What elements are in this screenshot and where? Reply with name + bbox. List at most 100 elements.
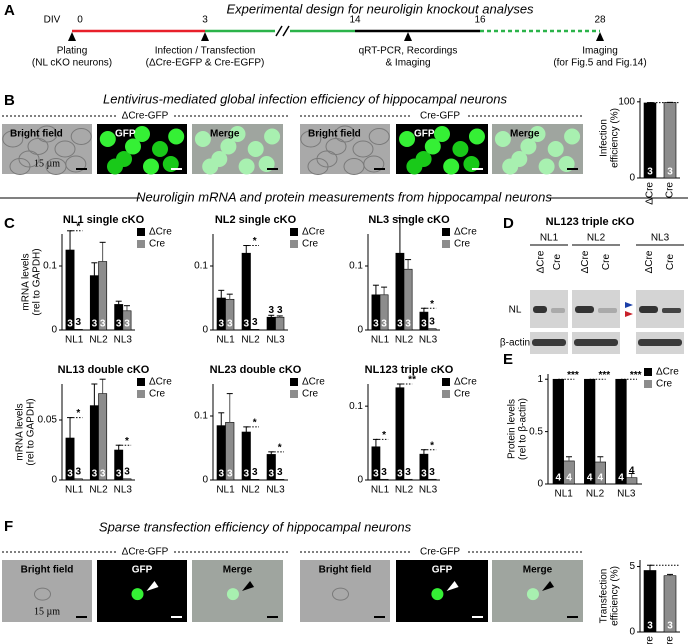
timeline-event: Infection / Transfection [155, 46, 256, 57]
n-label: 3 [268, 305, 274, 316]
significance: * [382, 430, 386, 441]
x-tick-label: NL1 [65, 485, 84, 496]
blot-band [533, 306, 547, 313]
y-axis-label: efficiency (%) [610, 566, 621, 626]
blot-band [662, 308, 681, 313]
error-bar [372, 284, 379, 295]
error-bar [123, 305, 130, 311]
cell [70, 128, 92, 145]
legend-swatch [442, 228, 450, 236]
blot-band [551, 308, 565, 313]
n-label: 3 [647, 167, 653, 178]
timeline-event: & Imaging [385, 58, 430, 69]
error-bar [396, 383, 403, 388]
cell [538, 158, 555, 175]
cell [520, 138, 537, 155]
timeline-marker [596, 32, 604, 41]
y-tick-label: 0.05 [38, 415, 58, 426]
error-bar [565, 456, 572, 461]
n-label: 3 [667, 621, 673, 632]
y-tick-label: 100 [618, 96, 635, 107]
cell [152, 141, 168, 157]
cell [399, 131, 416, 147]
n-label: 3 [397, 319, 403, 330]
error-bar [243, 245, 250, 254]
n-label: 3 [116, 319, 122, 330]
significance: ** [408, 375, 416, 386]
lane-label: Cre [552, 254, 563, 271]
n-label: 4 [629, 465, 635, 476]
timeline-marker [201, 32, 209, 41]
image-label: Merge [223, 565, 253, 576]
blot-band [639, 306, 658, 313]
bar [395, 387, 405, 481]
error-bar [268, 314, 275, 318]
n-label: 3 [227, 319, 233, 330]
section-title-bg [140, 190, 548, 206]
bar [427, 328, 437, 331]
chart-title: NL3 single cKO [368, 214, 450, 226]
image-label: Bright field [308, 129, 361, 140]
y-tick-label: 0.1 [349, 401, 363, 412]
x-tick-label: NL1 [216, 485, 235, 496]
panel-letter: C [4, 215, 15, 232]
timeline-day: 0 [77, 15, 83, 26]
cell [564, 128, 581, 145]
timeline-event: (ΔCre-EGFP & Cre-EGFP) [146, 58, 265, 69]
x-tick-label: NL3 [419, 485, 438, 496]
bar [403, 478, 413, 481]
y-tick-label: 0 [537, 479, 543, 490]
bar [73, 329, 83, 331]
y-axis-label: Protein levels [507, 399, 518, 459]
n-label: 3 [397, 469, 403, 480]
n-label: 3 [667, 167, 673, 178]
n-label: 3 [381, 467, 387, 478]
cell [529, 126, 546, 142]
timeline-break [275, 25, 283, 37]
panel-title: Experimental design for neuroligin knock… [226, 1, 534, 16]
cell [238, 158, 255, 175]
image-label: Bright field [319, 565, 372, 576]
group-label: Cre-GFP [420, 547, 460, 558]
panel-letter: D [503, 215, 514, 232]
x-tick-label: NL3 [419, 335, 438, 346]
bar [552, 378, 564, 485]
group-label-bg [117, 546, 173, 558]
cell [363, 155, 385, 173]
bar [275, 479, 285, 481]
legend-swatch [137, 240, 145, 248]
error-bar [243, 426, 250, 432]
timeline-event: (NL cKO neurons) [32, 58, 112, 69]
x-tick-label: NL2 [241, 335, 260, 346]
y-tick-label: 0.1 [43, 261, 57, 272]
n-label: 4 [598, 473, 604, 484]
cell [65, 155, 87, 173]
x-tick-label: NL2 [395, 485, 414, 496]
blot-band [575, 306, 594, 313]
cell [34, 587, 51, 601]
n-label: 3 [67, 469, 73, 480]
cell [452, 141, 469, 157]
timeline-day: 28 [594, 15, 606, 26]
lane-label: Cre [601, 254, 612, 271]
n-label: 3 [100, 319, 106, 330]
x-tick-label: NL1 [216, 335, 235, 346]
significance: * [278, 442, 282, 453]
blot-band [532, 339, 566, 346]
error-bar [99, 241, 106, 262]
legend-swatch [290, 390, 298, 398]
significance: * [430, 440, 434, 451]
x-tick-label: NL1 [65, 335, 84, 346]
n-label: 3 [277, 305, 283, 316]
x-tick-label: NL3 [266, 485, 285, 496]
n-label: 3 [243, 319, 249, 330]
timeline-event: Plating [57, 46, 88, 57]
bar [122, 478, 132, 481]
chart-title: NL123 triple cKO [365, 364, 454, 376]
cell [229, 126, 246, 142]
scale-label: 15 µm [34, 606, 60, 617]
chart-title: NL23 double cKO [210, 364, 302, 376]
timeline-marker [68, 32, 76, 41]
legend-label: Cre [454, 389, 471, 400]
y-axis-label: Transfection [599, 569, 610, 624]
